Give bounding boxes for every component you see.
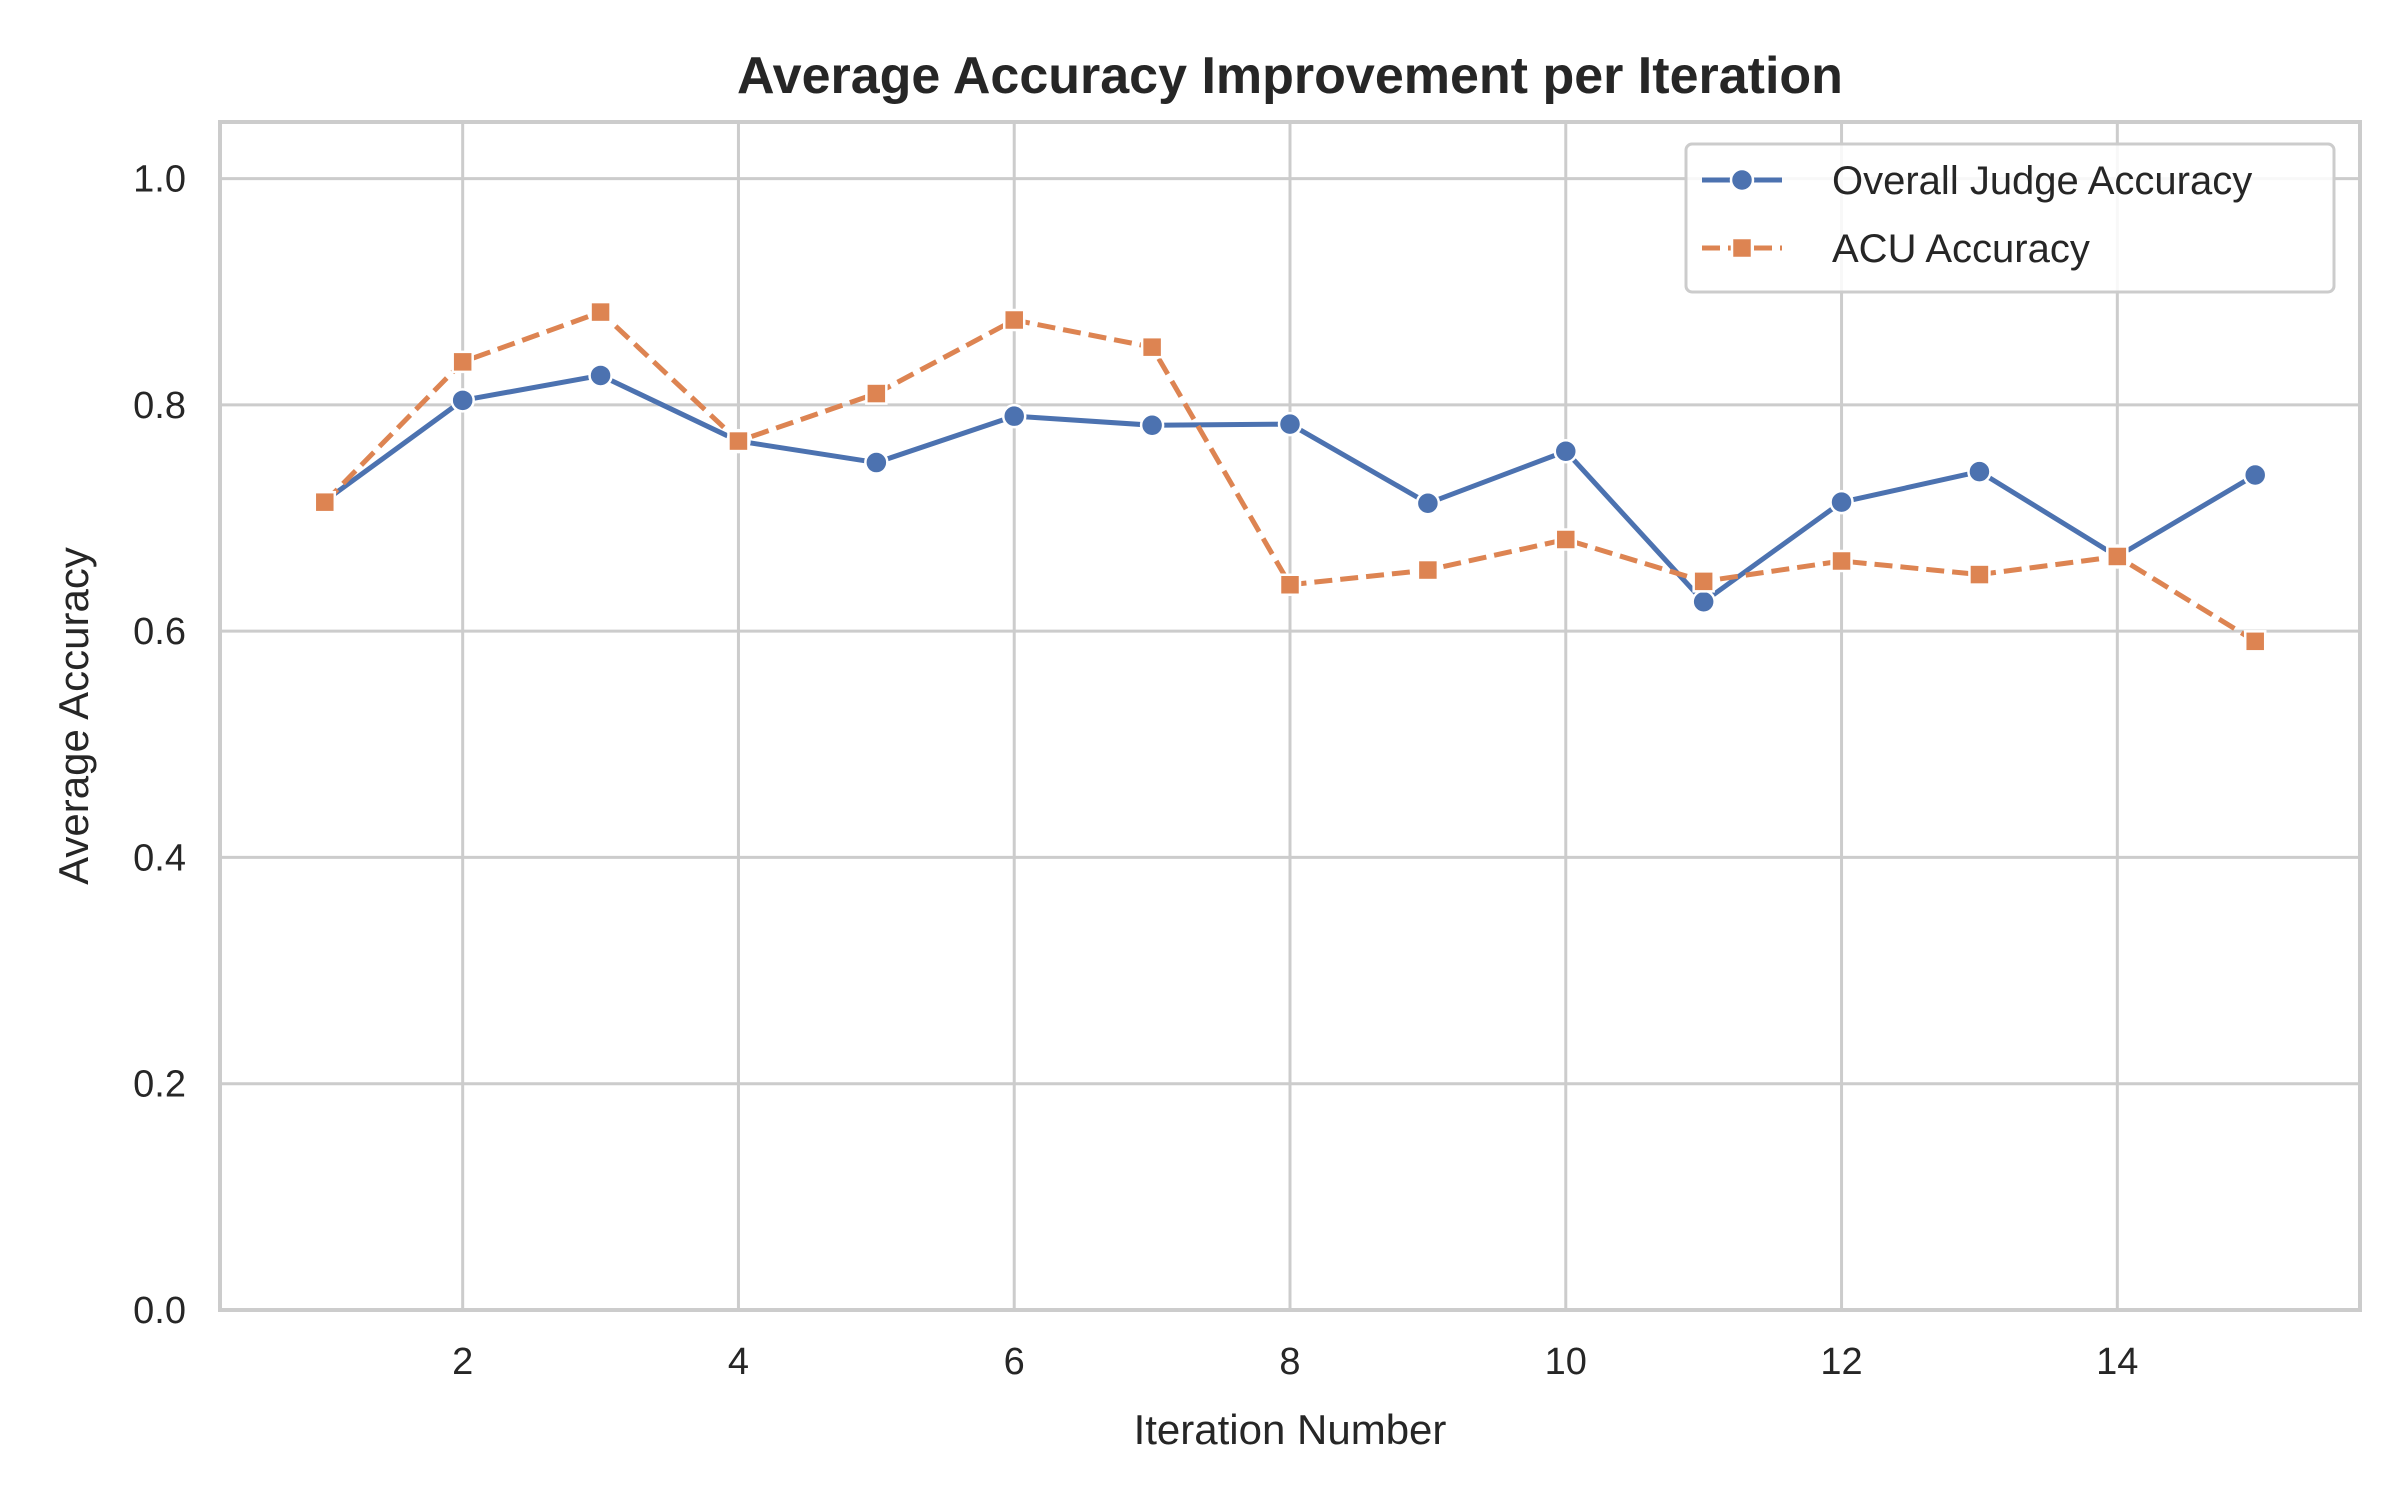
chart-title: Average Accuracy Improvement per Iterati… <box>737 47 1843 105</box>
data-point-acu-accuracy-7 <box>1140 335 1164 359</box>
plot-area-frame <box>218 120 2362 1312</box>
x-axis-label: Iteration Number <box>1134 1406 1447 1453</box>
data-point-acu-accuracy-8 <box>1278 573 1302 597</box>
legend-swatches <box>1702 167 1782 260</box>
y-axis-label: Average Accuracy <box>50 547 97 885</box>
y-tick-label-0-6: 0.6 <box>133 611 186 653</box>
y-tick-label-0-8: 0.8 <box>133 385 186 427</box>
legend-box <box>1684 142 2336 294</box>
data-point-overall-judge-accuracy-5 <box>864 450 889 475</box>
data-point-overall-judge-accuracy-13 <box>1967 459 1992 484</box>
x-tick-label-12: 12 <box>1820 1341 1862 1383</box>
data-point-overall-judge-accuracy-10 <box>1553 438 1579 464</box>
data-point-overall-judge-accuracy-12 <box>1829 489 1854 515</box>
data-point-acu-accuracy-5 <box>865 382 888 405</box>
x-tick-label-2: 2 <box>452 1341 473 1383</box>
legend: Overall Judge Accuracy ACU Accuracy <box>1684 142 2336 294</box>
data-point-acu-accuracy-14 <box>2106 545 2129 568</box>
x-tick-label-14: 14 <box>2096 1341 2138 1383</box>
x-tick-label-6: 6 <box>1004 1341 1025 1383</box>
y-tick-label-0-2: 0.2 <box>133 1064 186 1106</box>
data-point-acu-accuracy-15 <box>2243 630 2267 653</box>
y-tick-label-0-0: 0.0 <box>133 1290 186 1332</box>
tick-labels: 2 4 6 8 10 12 14 0.0 0.2 0.4 0.6 0.8 1.0 <box>133 159 2138 1383</box>
legend-label-acu-accuracy: ACU Accuracy <box>1832 227 2090 271</box>
series-layer <box>312 300 2268 653</box>
data-point-overall-judge-accuracy-8 <box>1277 411 1303 437</box>
data-point-acu-accuracy-1 <box>313 490 337 514</box>
data-point-overall-judge-accuracy-9 <box>1415 491 1441 516</box>
data-point-overall-judge-accuracy-15 <box>2242 462 2268 488</box>
data-point-acu-accuracy-3 <box>589 300 612 324</box>
data-point-acu-accuracy-11 <box>1692 570 1715 593</box>
data-point-acu-accuracy-6 <box>1002 308 1026 332</box>
data-point-acu-accuracy-13 <box>1968 563 1991 586</box>
data-point-acu-accuracy-10 <box>1554 528 1578 551</box>
legend-marker-overall-judge-accuracy <box>1729 167 1755 193</box>
data-point-acu-accuracy-2 <box>451 350 474 374</box>
y-tick-label-0-4: 0.4 <box>133 837 186 879</box>
data-point-overall-judge-accuracy-6 <box>1001 403 1027 429</box>
data-point-acu-accuracy-12 <box>1830 549 1853 573</box>
x-tick-label-10: 10 <box>1545 1341 1587 1383</box>
y-tick-label-1-0: 1.0 <box>133 159 186 201</box>
x-tick-label-8: 8 <box>1279 1341 1300 1383</box>
data-point-overall-judge-accuracy-7 <box>1139 412 1165 438</box>
legend-marker-acu-accuracy <box>1730 236 1754 260</box>
data-point-overall-judge-accuracy-3 <box>588 363 613 388</box>
series-acu-accuracy <box>313 300 2267 653</box>
data-point-overall-judge-accuracy-2 <box>450 388 475 413</box>
data-point-acu-accuracy-4 <box>727 429 750 453</box>
x-tick-label-4: 4 <box>728 1341 749 1383</box>
legend-label-overall-judge-accuracy: Overall Judge Accuracy <box>1832 159 2252 203</box>
data-point-acu-accuracy-9 <box>1416 558 1440 582</box>
data-point-overall-judge-accuracy-11 <box>1691 589 1716 614</box>
